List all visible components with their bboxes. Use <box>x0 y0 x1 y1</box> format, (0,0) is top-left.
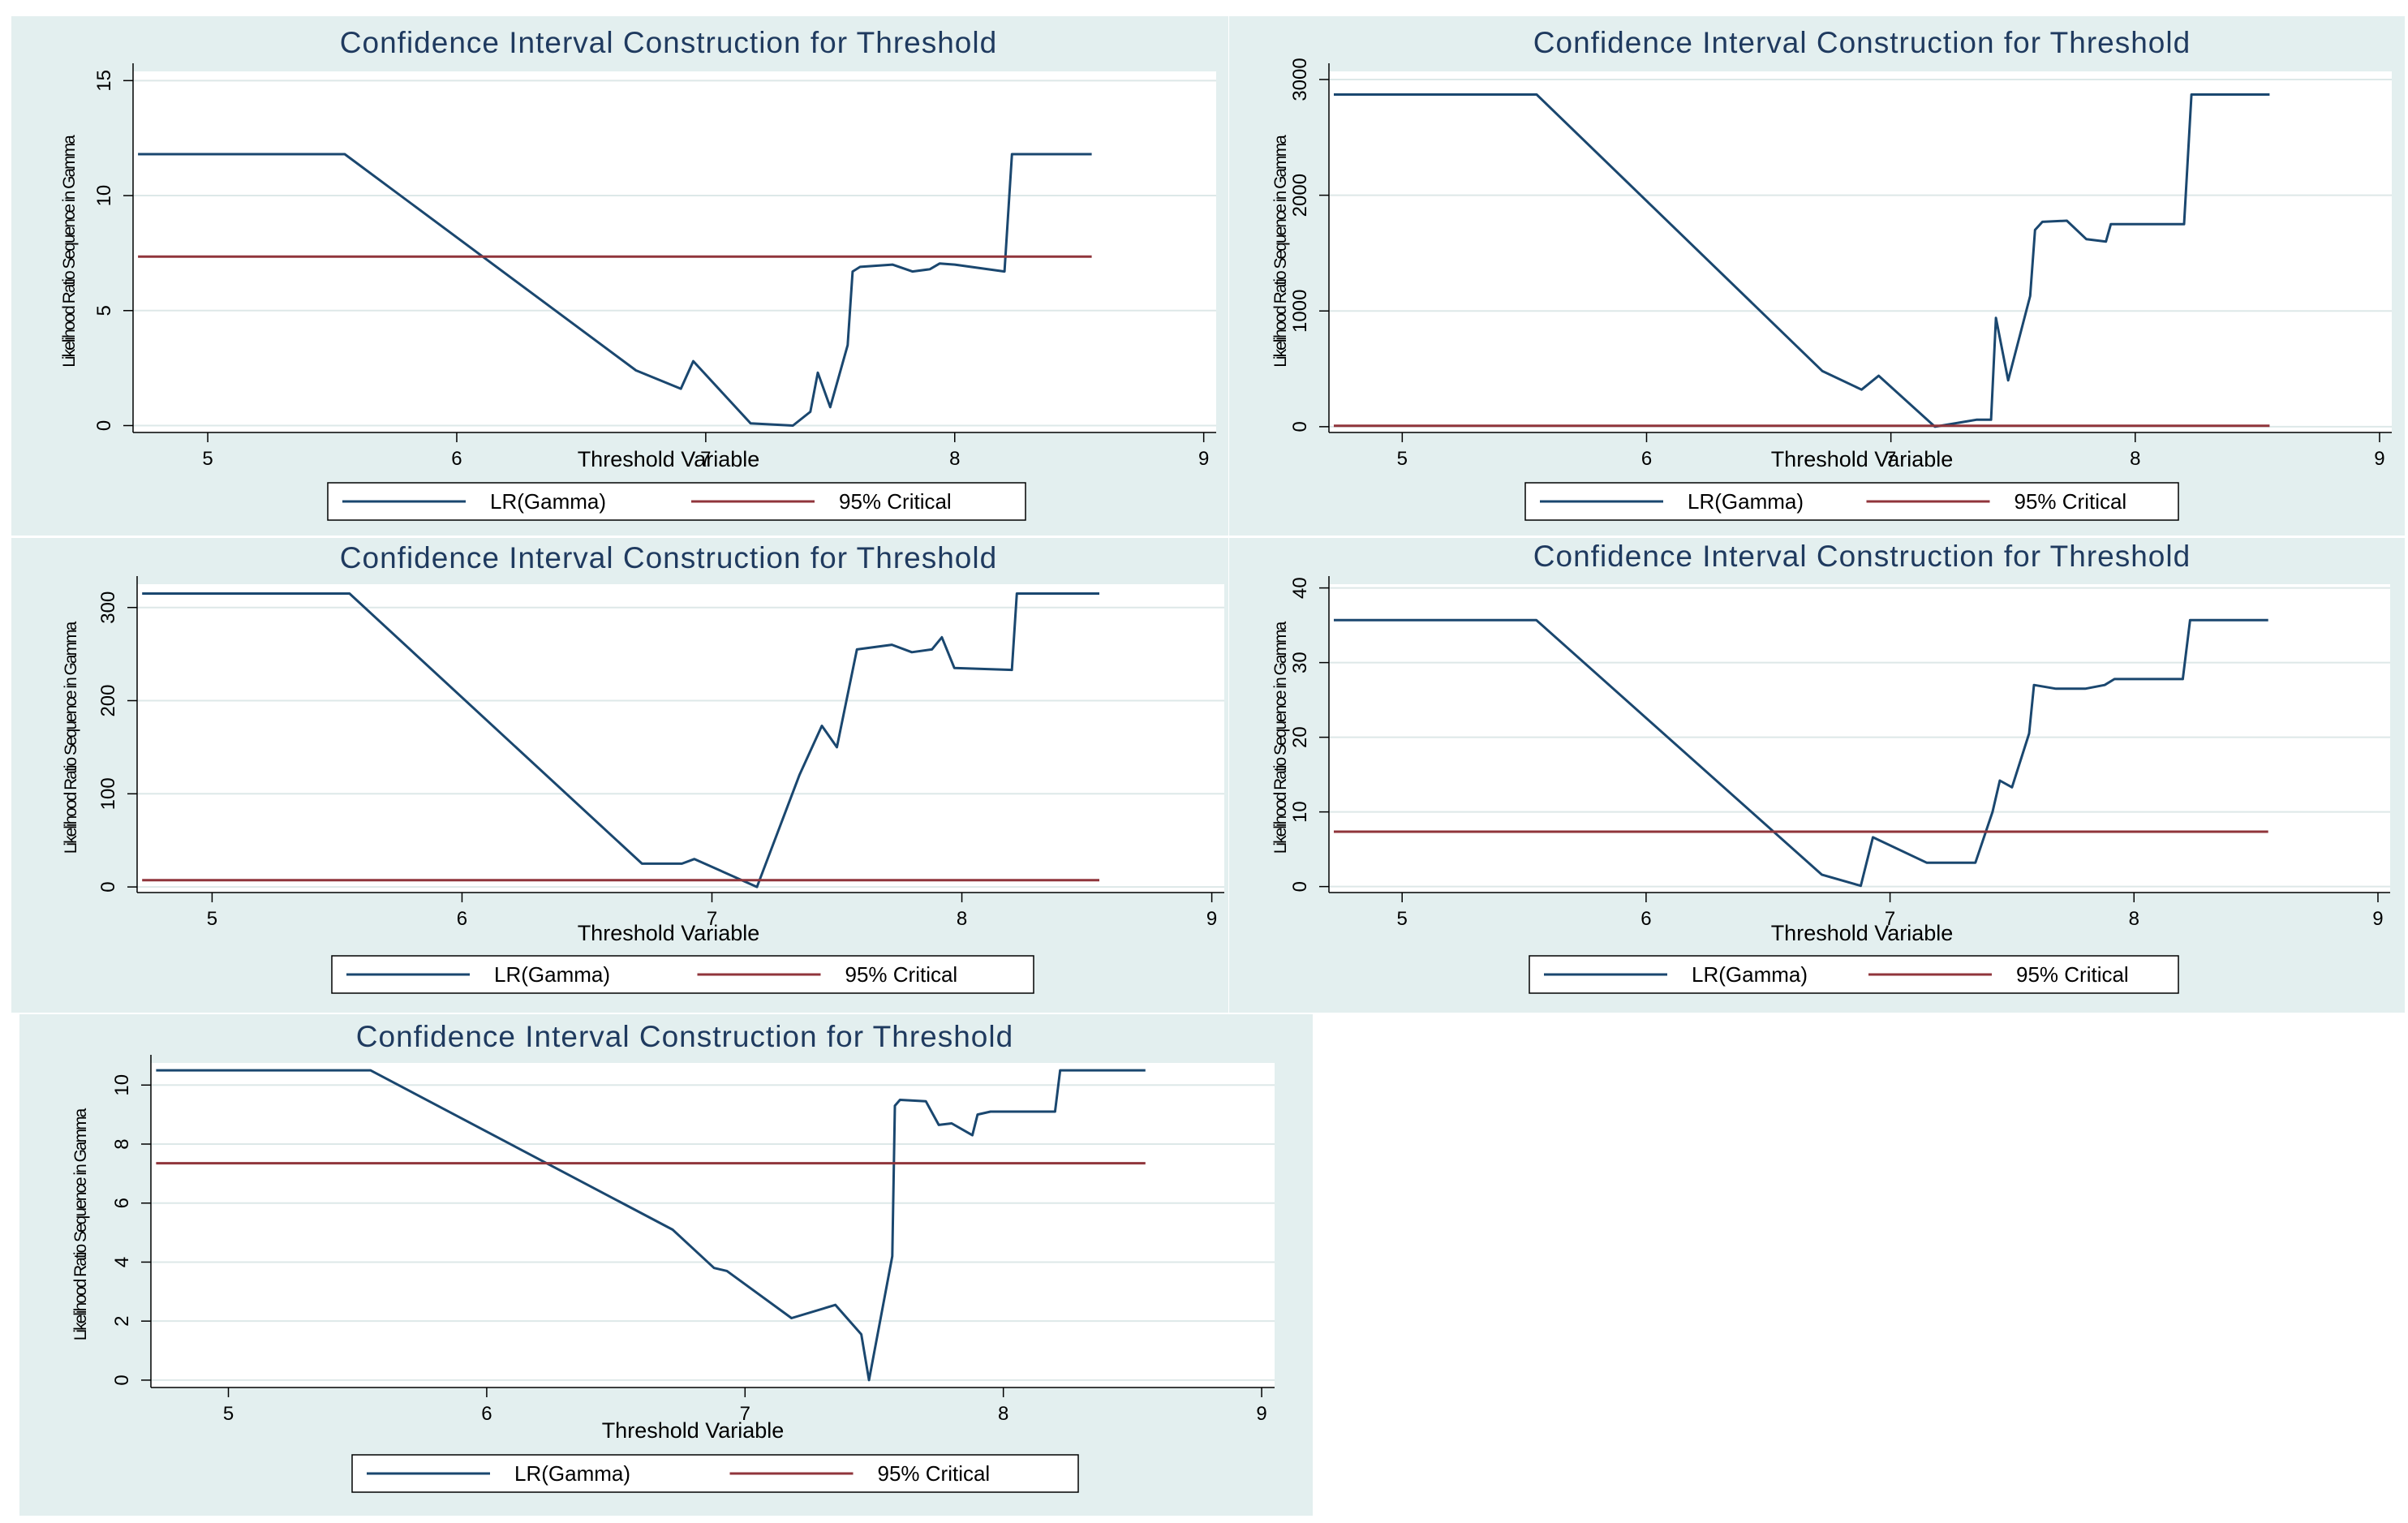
chart-title: Confidence Interval Construction for Thr… <box>1533 540 2191 573</box>
x-tick-label: 7 <box>700 448 711 470</box>
legend-label: LR(Gamma) <box>1692 962 1808 987</box>
x-tick-label: 5 <box>202 448 213 470</box>
x-tick-label: 7 <box>1886 448 1896 470</box>
y-tick-label: 2000 <box>1289 174 1311 217</box>
y-axis-label: Likelihood Ratio Sequence in Gamma <box>1271 135 1290 368</box>
x-tick-label: 8 <box>998 1403 1008 1425</box>
y-tick-label: 300 <box>97 592 119 624</box>
chart-panel-4: Confidence Interval Construction for Thr… <box>1229 538 2405 1013</box>
plot-area <box>1329 584 2390 893</box>
y-tick-label: 6 <box>111 1198 133 1208</box>
x-tick-label: 7 <box>707 908 717 930</box>
y-tick-label: 0 <box>1289 881 1311 892</box>
y-tick-label: 0 <box>97 881 119 892</box>
lr-gamma-line <box>1334 618 2268 888</box>
y-tick-label: 10 <box>111 1074 133 1096</box>
lr-gamma-line <box>142 592 1099 888</box>
legend-label: 95% Critical <box>2016 962 2129 987</box>
y-tick-label: 10 <box>1289 801 1311 823</box>
x-tick-label: 9 <box>1206 908 1217 930</box>
x-tick-label: 5 <box>223 1403 234 1425</box>
x-tick-label: 6 <box>481 1403 492 1425</box>
x-axis-label: Threshold Variable <box>578 921 760 945</box>
chart-title: Confidence Interval Construction for Thr… <box>340 541 997 574</box>
y-tick-label: 200 <box>97 684 119 716</box>
y-tick-label: 8 <box>111 1138 133 1149</box>
x-tick-label: 7 <box>1885 908 1895 930</box>
plot-area <box>1329 71 2392 432</box>
chart-5: Confidence Interval Construction for Thr… <box>71 1020 1275 1493</box>
x-tick-label: 6 <box>451 448 462 470</box>
x-tick-label: 7 <box>740 1403 750 1425</box>
y-axis-label: Likelihood Ratio Sequence in Gamma <box>60 135 79 368</box>
legend-label: 95% Critical <box>878 1461 991 1486</box>
legend-label: LR(Gamma) <box>1688 489 1804 514</box>
y-tick-label: 3000 <box>1289 58 1311 101</box>
x-tick-label: 8 <box>949 448 960 470</box>
legend-box <box>327 482 1026 521</box>
y-tick-label: 4 <box>111 1257 133 1267</box>
y-axis-label: Likelihood Ratio Sequence in Gamma <box>71 1108 90 1340</box>
legend-label: 95% Critical <box>845 962 958 987</box>
y-tick-label: 0 <box>111 1375 133 1385</box>
chart-3: Confidence Interval Construction for Thr… <box>62 541 1224 994</box>
y-tick-label: 15 <box>93 70 115 92</box>
y-tick-label: 0 <box>1289 421 1311 432</box>
lr-gamma-line <box>138 153 1092 427</box>
y-tick-label: 10 <box>93 185 115 207</box>
x-tick-label: 5 <box>1397 448 1408 470</box>
x-tick-label: 5 <box>207 908 217 930</box>
y-axis-label: Likelihood Ratio Sequence in Gamma <box>62 621 80 854</box>
y-tick-label: 2 <box>111 1316 133 1327</box>
legend-label: 95% Critical <box>839 489 952 514</box>
legend-label: LR(Gamma) <box>514 1461 630 1486</box>
legend-label: LR(Gamma) <box>494 962 610 987</box>
lr-gamma-line <box>156 1069 1146 1382</box>
chart-4: Confidence Interval Construction for Thr… <box>1271 540 2390 994</box>
legend-label: 95% Critical <box>2015 489 2127 514</box>
chart-panel-5: Confidence Interval Construction for Thr… <box>19 1014 1313 1516</box>
x-tick-label: 6 <box>457 908 467 930</box>
chart-panel-2: Confidence Interval Construction for Thr… <box>1229 16 2405 536</box>
chart-title: Confidence Interval Construction for Thr… <box>1533 26 2191 59</box>
x-tick-label: 9 <box>1198 448 1209 470</box>
x-axis-label: Threshold Variable <box>578 447 760 471</box>
y-tick-label: 30 <box>1289 652 1311 673</box>
x-tick-label: 6 <box>1641 448 1652 470</box>
x-axis-label: Threshold Variable <box>1771 921 1954 945</box>
chart-panel-1: Confidence Interval Construction for Thr… <box>11 16 1228 536</box>
x-axis-label: Threshold Variable <box>602 1418 785 1443</box>
x-tick-label: 9 <box>2374 448 2384 470</box>
plot-area <box>133 71 1216 432</box>
lr-gamma-line <box>1334 93 2270 428</box>
y-tick-label: 40 <box>1289 577 1311 599</box>
x-tick-label: 9 <box>1256 1403 1266 1425</box>
chart-title: Confidence Interval Construction for Thr… <box>356 1020 1013 1053</box>
chart-1: Confidence Interval Construction for Thr… <box>60 26 1216 521</box>
chart-panel-3: Confidence Interval Construction for Thr… <box>11 538 1228 1013</box>
y-tick-label: 5 <box>93 305 115 316</box>
chart-2: Confidence Interval Construction for Thr… <box>1271 26 2392 521</box>
legend-label: LR(Gamma) <box>490 489 606 514</box>
plot-area <box>137 584 1224 893</box>
x-tick-label: 6 <box>1640 908 1651 930</box>
legend-box <box>1524 482 2179 521</box>
chart-title: Confidence Interval Construction for Thr… <box>340 26 997 59</box>
plot-area <box>151 1063 1275 1387</box>
x-tick-label: 8 <box>2130 448 2140 470</box>
y-tick-label: 0 <box>93 420 115 431</box>
y-tick-label: 20 <box>1289 726 1311 748</box>
y-tick-label: 100 <box>97 777 119 810</box>
x-tick-label: 8 <box>2129 908 2139 930</box>
x-tick-label: 8 <box>957 908 967 930</box>
y-axis-label: Likelihood Ratio Sequence in Gamma <box>1271 621 1290 854</box>
x-tick-label: 9 <box>2372 908 2383 930</box>
x-tick-label: 5 <box>1397 908 1408 930</box>
y-tick-label: 1000 <box>1289 290 1311 333</box>
x-axis-label: Threshold Variable <box>1771 447 1954 471</box>
